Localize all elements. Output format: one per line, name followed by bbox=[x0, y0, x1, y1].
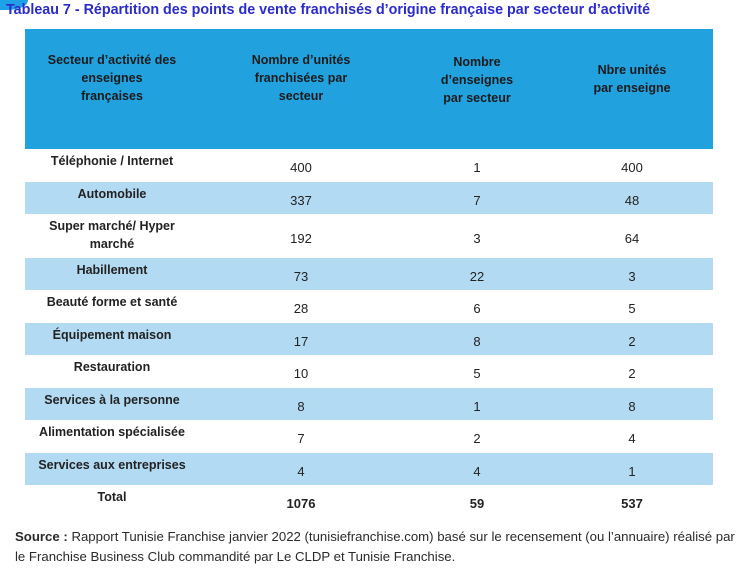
table-row: Beauté forme et santé 28 6 5 bbox=[25, 290, 713, 323]
units-cell: 17 bbox=[199, 323, 403, 355]
source-label: Source : bbox=[15, 529, 68, 544]
units-cell: 10 bbox=[199, 355, 403, 388]
total-per-brand: 537 bbox=[551, 485, 713, 518]
per-brand-cell: 64 bbox=[551, 214, 713, 258]
per-brand-cell: 5 bbox=[551, 290, 713, 323]
brands-cell: 2 bbox=[403, 420, 551, 453]
units-cell: 192 bbox=[199, 214, 403, 258]
table-row: Super marché/ Hyper marché 192 3 64 bbox=[25, 214, 713, 258]
sector-label: Services à la personne bbox=[25, 388, 199, 420]
units-cell: 400 bbox=[199, 149, 403, 182]
units-cell: 337 bbox=[199, 182, 403, 214]
sector-label: Habillement bbox=[25, 258, 199, 290]
source-text: Rapport Tunisie Franchise janvier 2022 (… bbox=[15, 529, 735, 564]
brands-cell: 22 bbox=[403, 258, 551, 290]
header-units: Nombre d’unités franchisées par secteur bbox=[199, 29, 403, 149]
table-row: Restauration 10 5 2 bbox=[25, 355, 713, 388]
table-row: Alimentation spécialisée 7 2 4 bbox=[25, 420, 713, 453]
brands-cell: 4 bbox=[403, 453, 551, 485]
sector-label: Équipement maison bbox=[25, 323, 199, 355]
brands-cell: 3 bbox=[403, 214, 551, 258]
header-units-per-brand: Nbre unités par enseigne bbox=[551, 29, 713, 149]
header-brands: Nombre d’enseignes par secteur bbox=[403, 29, 551, 149]
brands-cell: 8 bbox=[403, 323, 551, 355]
total-units: 1076 bbox=[199, 485, 403, 518]
per-brand-cell: 400 bbox=[551, 149, 713, 182]
per-brand-cell: 8 bbox=[551, 388, 713, 420]
brands-cell: 7 bbox=[403, 182, 551, 214]
table-row: Services à la personne 8 1 8 bbox=[25, 388, 713, 420]
brands-cell: 5 bbox=[403, 355, 551, 388]
page-title: Tableau 7 - Répartition des points de ve… bbox=[6, 2, 651, 18]
units-cell: 7 bbox=[199, 420, 403, 453]
brands-cell: 1 bbox=[403, 149, 551, 182]
units-cell: 73 bbox=[199, 258, 403, 290]
table-row: Habillement 73 22 3 bbox=[25, 258, 713, 290]
table-total-row: Total 1076 59 537 bbox=[25, 485, 713, 518]
sector-label: Services aux entreprises bbox=[25, 453, 199, 485]
units-cell: 4 bbox=[199, 453, 403, 485]
per-brand-cell: 2 bbox=[551, 323, 713, 355]
brands-cell: 6 bbox=[403, 290, 551, 323]
per-brand-cell: 4 bbox=[551, 420, 713, 453]
corner-decoration bbox=[0, 0, 28, 10]
sector-label: Restauration bbox=[25, 355, 199, 388]
brands-cell: 1 bbox=[403, 388, 551, 420]
table-row: Téléphonie / Internet 400 1 400 bbox=[25, 149, 713, 182]
sector-label: Alimentation spécialisée bbox=[25, 420, 199, 453]
units-cell: 8 bbox=[199, 388, 403, 420]
table-row: Automobile 337 7 48 bbox=[25, 182, 713, 214]
units-cell: 28 bbox=[199, 290, 403, 323]
sector-label: Automobile bbox=[25, 182, 199, 214]
table-header-row: Secteur d’activité des enseignes françai… bbox=[25, 29, 713, 149]
header-sector: Secteur d’activité des enseignes françai… bbox=[25, 29, 199, 149]
per-brand-cell: 3 bbox=[551, 258, 713, 290]
franchise-table: Secteur d’activité des enseignes françai… bbox=[25, 29, 713, 518]
total-label: Total bbox=[25, 485, 199, 518]
table-row: Équipement maison 17 8 2 bbox=[25, 323, 713, 355]
sector-label: Téléphonie / Internet bbox=[25, 149, 199, 182]
table-row: Services aux entreprises 4 4 1 bbox=[25, 453, 713, 485]
sector-label: Super marché/ Hyper marché bbox=[25, 214, 199, 258]
source-note: Source : Rapport Tunisie Franchise janvi… bbox=[15, 527, 745, 567]
per-brand-cell: 2 bbox=[551, 355, 713, 388]
per-brand-cell: 1 bbox=[551, 453, 713, 485]
sector-label: Beauté forme et santé bbox=[25, 290, 199, 323]
per-brand-cell: 48 bbox=[551, 182, 713, 214]
total-brands: 59 bbox=[403, 485, 551, 518]
